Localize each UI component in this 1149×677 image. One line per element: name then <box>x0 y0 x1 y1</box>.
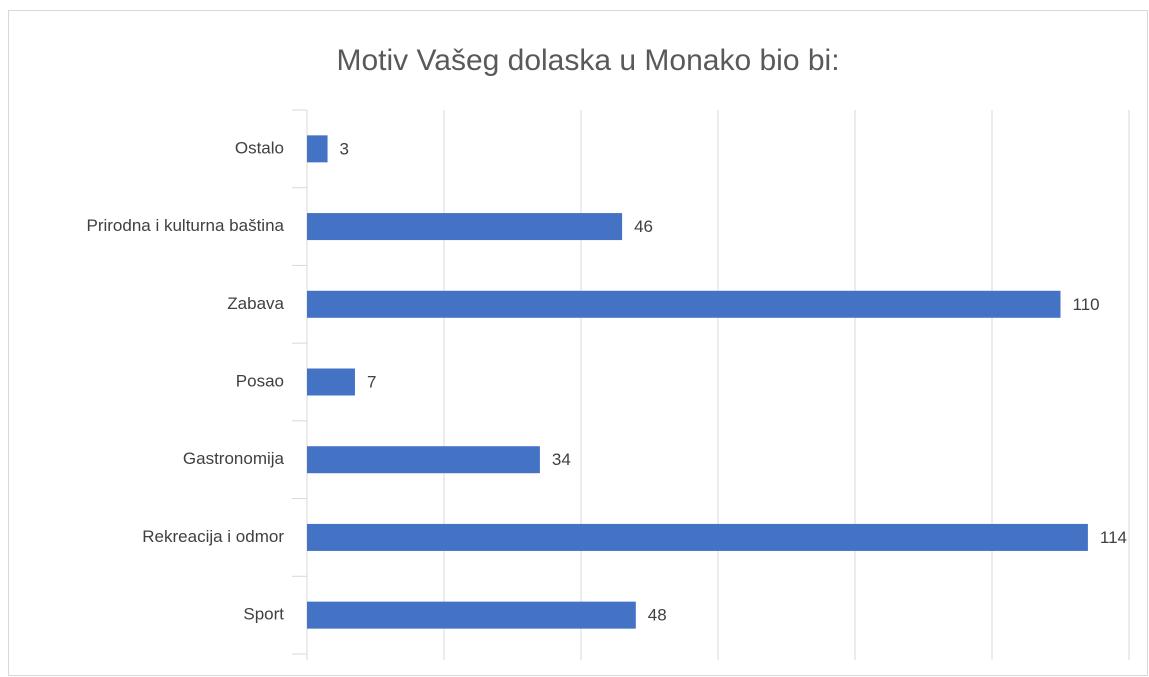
bar <box>307 290 1061 318</box>
y-tick-label: Ostalo <box>235 138 284 157</box>
data-label: 3 <box>340 139 349 158</box>
chart-border <box>8 10 1148 676</box>
y-tick-label: Rekreacija i odmor <box>142 527 284 546</box>
y-tick-label: Sport <box>243 605 284 624</box>
y-tick-label: Zabava <box>227 294 284 313</box>
bar <box>307 213 623 241</box>
data-label: 7 <box>367 372 376 391</box>
y-tick-label: Posao <box>236 371 284 390</box>
y-tick-label: Prirodna i kulturna baština <box>86 216 284 235</box>
bar <box>307 135 328 163</box>
bar <box>307 523 1088 551</box>
bar <box>307 368 355 396</box>
bar <box>307 446 540 474</box>
y-tick-label: Gastronomija <box>183 449 285 468</box>
data-label: 48 <box>648 606 667 625</box>
bar <box>307 601 636 629</box>
data-label: 34 <box>552 450 571 469</box>
data-label: 46 <box>634 217 653 236</box>
chart-title: Motiv Vašeg dolaska u Monako bio bi: <box>336 44 839 77</box>
data-label: 114 <box>1100 528 1127 547</box>
data-label: 110 <box>1073 295 1100 314</box>
